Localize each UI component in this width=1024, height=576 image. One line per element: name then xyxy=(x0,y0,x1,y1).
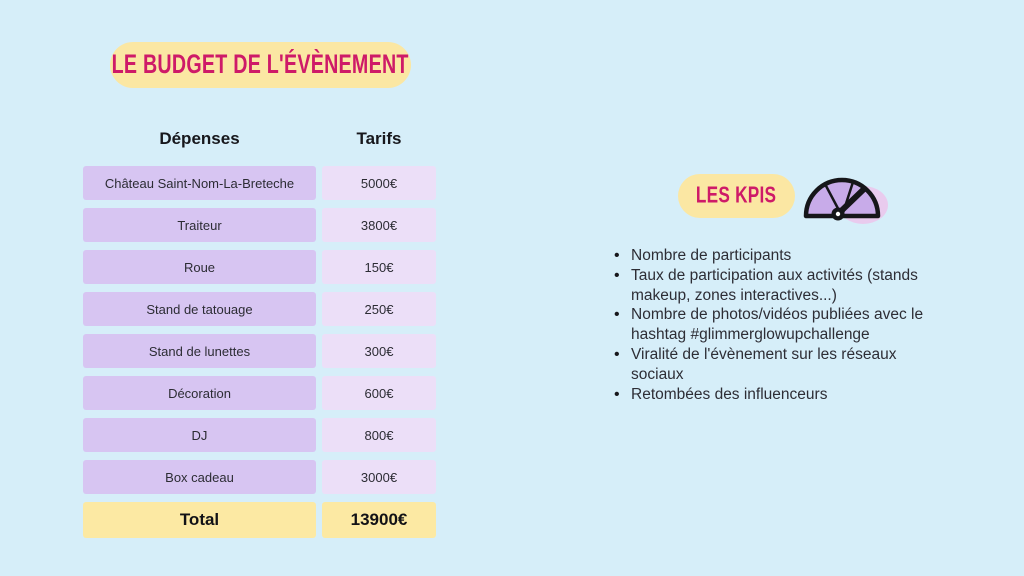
expense-label: DJ xyxy=(83,418,316,452)
table-total-row: Total 13900€ xyxy=(83,502,436,538)
budget-table-headers: Dépenses Tarifs xyxy=(83,124,436,154)
kpis-title-pill: LES KPIS xyxy=(678,174,795,218)
kpi-item: Nombre de photos/vidéos publiées avec le… xyxy=(610,305,950,345)
expense-value: 3000€ xyxy=(322,460,436,494)
expense-value: 3800€ xyxy=(322,208,436,242)
gauge-icon xyxy=(796,164,890,228)
expense-label: Roue xyxy=(83,250,316,284)
total-label: Total xyxy=(83,502,316,538)
expense-value: 300€ xyxy=(322,334,436,368)
expense-value: 600€ xyxy=(322,376,436,410)
kpi-item: Taux de participation aux activités (sta… xyxy=(610,266,950,306)
kpi-item: Retombées des influenceurs xyxy=(610,385,950,405)
budget-title-pill: LE BUDGET DE L'ÉVÈNEMENT xyxy=(110,42,411,88)
kpis-title: LES KPIS xyxy=(696,182,777,209)
table-row: Décoration 600€ xyxy=(83,376,436,410)
table-row: Château Saint-Nom-La-Breteche 5000€ xyxy=(83,166,436,200)
expense-label: Stand de lunettes xyxy=(83,334,316,368)
table-row: Traiteur 3800€ xyxy=(83,208,436,242)
table-row: Stand de tatouage 250€ xyxy=(83,292,436,326)
expense-label: Décoration xyxy=(83,376,316,410)
expense-label: Traiteur xyxy=(83,208,316,242)
expense-value: 5000€ xyxy=(322,166,436,200)
table-row: Roue 150€ xyxy=(83,250,436,284)
kpi-item: Nombre de participants xyxy=(610,246,950,266)
expense-value: 800€ xyxy=(322,418,436,452)
expense-label: Box cadeau xyxy=(83,460,316,494)
table-row: DJ 800€ xyxy=(83,418,436,452)
kpi-item: Viralité de l'évènement sur les réseaux … xyxy=(610,345,950,385)
table-row: Stand de lunettes 300€ xyxy=(83,334,436,368)
budget-table: Château Saint-Nom-La-Breteche 5000€ Trai… xyxy=(83,166,436,538)
table-row: Box cadeau 3000€ xyxy=(83,460,436,494)
total-value: 13900€ xyxy=(322,502,436,538)
expense-value: 150€ xyxy=(322,250,436,284)
budget-title: LE BUDGET DE L'ÉVÈNEMENT xyxy=(111,49,410,80)
column-header-depenses: Dépenses xyxy=(159,129,240,148)
expense-label: Stand de tatouage xyxy=(83,292,316,326)
expense-value: 250€ xyxy=(322,292,436,326)
expense-label: Château Saint-Nom-La-Breteche xyxy=(83,166,316,200)
column-header-tarifs: Tarifs xyxy=(356,129,402,148)
kpi-list: Nombre de participants Taux de participa… xyxy=(610,246,950,404)
